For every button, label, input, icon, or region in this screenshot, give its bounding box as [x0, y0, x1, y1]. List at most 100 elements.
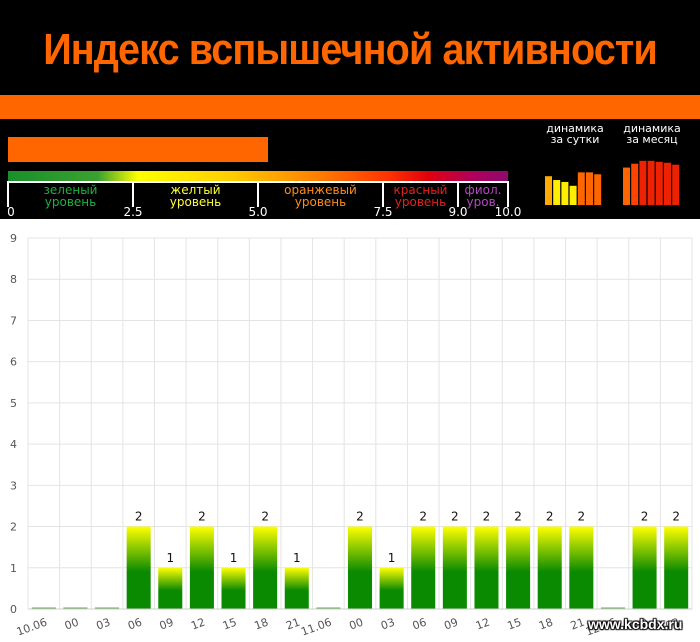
index-scale-gradient: [8, 171, 508, 181]
scale-tick-label: 7.5: [373, 205, 393, 219]
bar: [189, 526, 214, 609]
dynamics-bar: [623, 167, 630, 205]
scale-tick-label: 0: [7, 205, 15, 219]
bar: [253, 526, 278, 609]
dynamics-bar: [553, 180, 561, 205]
scale-zone-label: фиол. уров.: [464, 183, 502, 209]
x-tick-label: 21: [284, 616, 302, 633]
bar-data-label: 2: [356, 510, 364, 524]
bar: [506, 526, 531, 609]
dynamics-day-chart: [545, 172, 602, 205]
scale-tick-mark: [257, 181, 259, 207]
y-tick-label: 5: [10, 397, 17, 410]
x-tick-label: 06: [126, 616, 144, 633]
dynamics-bar: [569, 185, 577, 205]
bar-data-label: 1: [388, 551, 396, 565]
x-tick-label: 03: [664, 616, 682, 633]
bar-data-label: 2: [419, 510, 427, 524]
bar: [31, 607, 56, 609]
scale-tick-label: 9.0: [448, 205, 468, 219]
y-tick-label: 7: [10, 314, 17, 327]
bar-data-label: 2: [546, 510, 554, 524]
x-tick-label: 09: [158, 616, 176, 633]
dynamics-bar: [664, 162, 671, 205]
bar-data-label: 1: [166, 551, 174, 565]
x-tick-label: 03: [94, 616, 112, 633]
scale-tick-label: 2.5: [123, 205, 143, 219]
bar: [537, 526, 562, 609]
dynamics-bar: [586, 172, 593, 205]
bar: [632, 526, 657, 609]
y-tick-label: 3: [10, 479, 17, 492]
bar: [442, 526, 467, 609]
y-tick-label: 1: [10, 562, 17, 575]
bar-data-label: 2: [451, 510, 459, 524]
y-tick-label: 2: [10, 521, 17, 534]
scale-tick-mark: [382, 181, 384, 207]
x-tick-label: 00: [632, 616, 650, 633]
bar: [569, 526, 594, 609]
x-tick-label: 15: [506, 616, 524, 633]
bar: [158, 567, 183, 609]
scale-zone-label: оранжевый уровень: [284, 183, 357, 209]
bar: [316, 607, 341, 609]
dynamics-bar: [561, 181, 569, 205]
scale-tick-label: 5.0: [248, 205, 268, 219]
x-tick-label: 12: [474, 616, 492, 633]
bar-data-label: 2: [483, 510, 491, 524]
page-title: Индекс вспышечной активности: [43, 25, 657, 74]
scale-tick-mark: [507, 181, 509, 207]
bar: [284, 567, 309, 609]
x-tick-label: 00: [347, 616, 365, 633]
y-tick-label: 9: [10, 232, 17, 245]
x-tick-label: 18: [537, 616, 555, 633]
bar-data-label: 2: [578, 510, 586, 524]
dynamics-month-title: динамика за месяц: [623, 122, 681, 146]
x-tick-label: 10.06: [15, 616, 49, 639]
bar: [347, 526, 373, 609]
bar: [600, 607, 625, 609]
scale-zone-label: желтый уровень: [169, 183, 222, 209]
bar: [474, 526, 499, 609]
scale-tick-label: 10.0: [494, 205, 522, 219]
x-tick-label: 15: [221, 616, 239, 633]
bar-data-label: 2: [135, 510, 143, 524]
watermark: www.kcbdx.ru: [588, 616, 683, 632]
dynamics-day-title: динамика за сутки: [546, 122, 604, 146]
x-tick-label: 00: [63, 616, 81, 633]
bar-data-label: 2: [672, 510, 680, 524]
scale-tick-mark: [132, 181, 134, 207]
x-tick-label: 09: [442, 616, 460, 633]
orange-band: [0, 95, 700, 119]
dynamics-bar: [647, 160, 655, 205]
y-tick-label: 4: [10, 438, 17, 451]
x-tick-label: 21: [569, 616, 587, 633]
scale-tick-mark: [7, 181, 9, 207]
y-tick-label: 6: [10, 356, 17, 369]
x-tick-label: 18: [253, 616, 271, 633]
x-tick-label: 12: [189, 616, 207, 633]
x-tick-label: 06: [411, 616, 429, 633]
current-index-bar: [8, 137, 268, 162]
dynamics-bar: [545, 176, 552, 205]
bar-data-label: 1: [293, 551, 301, 565]
bar: [411, 526, 436, 609]
scale-tick-mark: [457, 181, 459, 207]
dynamics-bar: [577, 172, 585, 205]
y-tick-label: 0: [10, 603, 17, 616]
y-tick-label: 8: [10, 273, 17, 286]
bar-data-label: 2: [261, 510, 269, 524]
bar: [664, 526, 689, 609]
bar: [95, 607, 120, 609]
bar: [63, 607, 88, 609]
scale-zone-label: зеленый уровень: [43, 183, 98, 209]
bar: [379, 567, 404, 609]
bar: [221, 567, 246, 609]
bar: [126, 526, 151, 609]
bar-data-label: 2: [514, 510, 522, 524]
dynamics-bar: [655, 161, 663, 205]
bar-data-label: 1: [230, 551, 238, 565]
dynamics-bar: [594, 174, 602, 205]
bar-data-label: 2: [198, 510, 206, 524]
